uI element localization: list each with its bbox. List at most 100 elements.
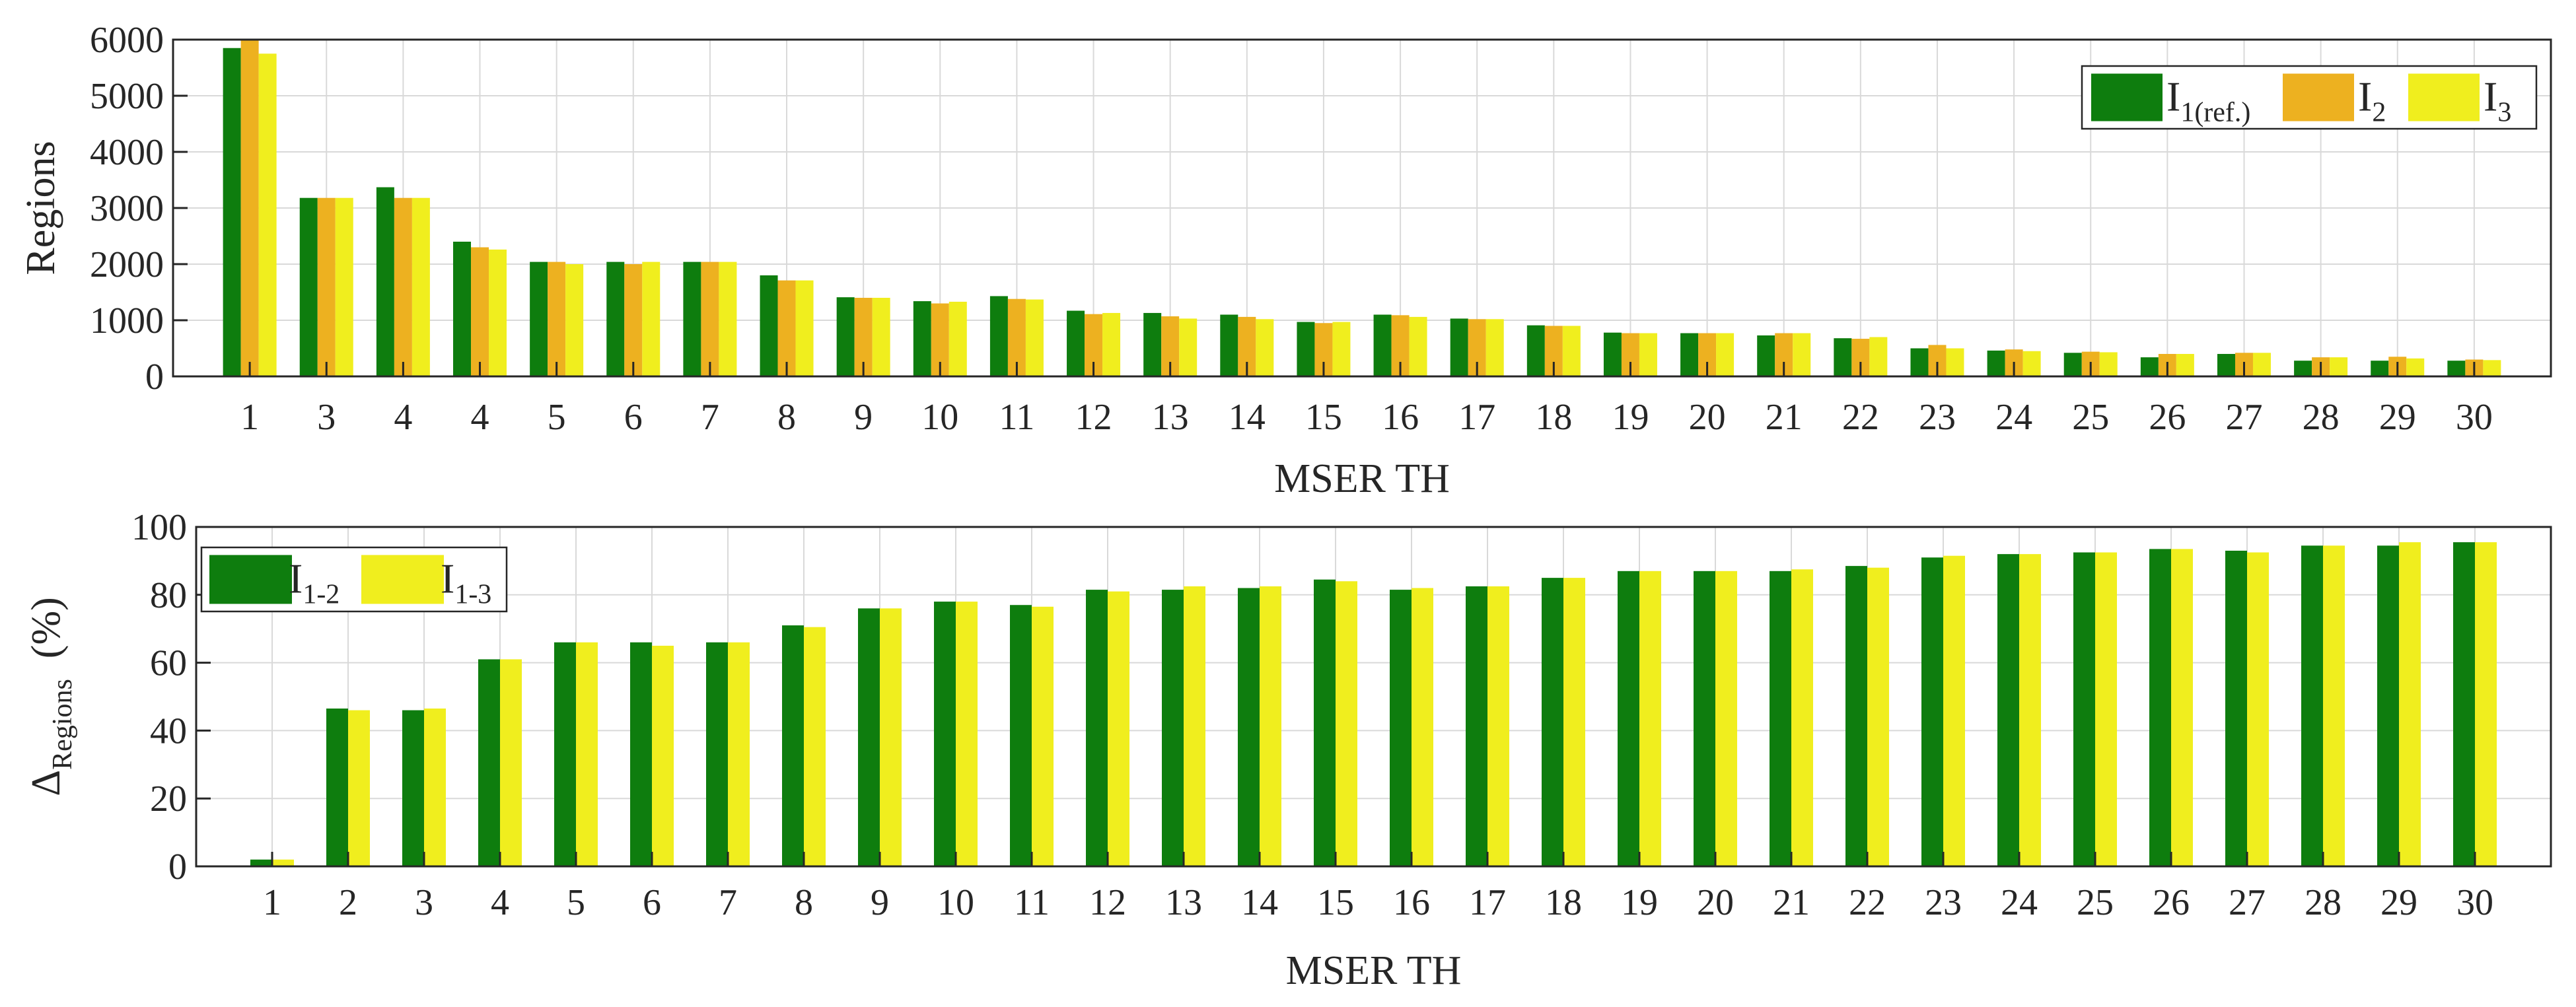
x-tick-label: 15 [1317, 882, 1354, 923]
bar [2149, 549, 2171, 866]
bar [376, 187, 394, 376]
x-tick-label: 24 [1995, 397, 2032, 438]
x-tick-label: 19 [1612, 397, 1649, 438]
x-tick-label: 27 [2225, 397, 2262, 438]
bar [326, 708, 348, 866]
y-tick-label: 0 [168, 847, 187, 887]
x-tick-label: 2 [339, 882, 357, 923]
x-tick-label: 12 [1089, 882, 1126, 923]
bar [2447, 361, 2466, 376]
x-axis-title: MSER TH [1274, 456, 1450, 501]
x-tick-label: 18 [1545, 882, 1582, 923]
bar [1220, 314, 1238, 376]
bar [1086, 590, 1108, 866]
bar [1997, 554, 2019, 866]
bar [1409, 316, 1427, 376]
y-tick-label: 60 [150, 643, 187, 684]
bar [576, 642, 598, 866]
bar [1256, 319, 1274, 376]
bar [1770, 571, 1791, 866]
bar [2294, 361, 2312, 376]
x-tick-label: 19 [1621, 882, 1658, 923]
bar [1373, 314, 1392, 376]
bar [2301, 545, 2323, 866]
bar [1143, 312, 1162, 376]
bar [240, 40, 259, 376]
bar [478, 659, 500, 866]
bar [2073, 552, 2095, 866]
bar [1332, 322, 1351, 376]
y-axis-title: ΔRegions (%) [24, 597, 78, 796]
y-tick-label: 4000 [90, 132, 164, 173]
x-tick-label: 6 [643, 882, 661, 923]
bar [2453, 542, 2475, 866]
bar [489, 249, 507, 376]
bar [1032, 606, 1054, 866]
bar [1485, 319, 1504, 376]
x-tick-label: 22 [1849, 882, 1886, 923]
x-tick-label: 20 [1697, 882, 1734, 923]
bar [1297, 322, 1315, 376]
bar [424, 708, 446, 866]
bar [1412, 588, 1433, 866]
bar [913, 301, 931, 376]
bar [652, 645, 674, 866]
bar [630, 642, 652, 866]
bar [2247, 552, 2269, 866]
bar [706, 642, 728, 866]
bar [1314, 579, 1336, 866]
bar [2019, 554, 2041, 866]
x-tick-label: 5 [567, 882, 585, 923]
bar [2095, 552, 2117, 866]
bar [683, 261, 701, 376]
bar [1603, 332, 1622, 376]
legend-label: I1-3 [441, 555, 491, 610]
bar [1067, 310, 1085, 376]
x-tick-label: 30 [2456, 882, 2493, 923]
bar [2377, 545, 2399, 866]
bar [565, 264, 584, 376]
bar [335, 197, 353, 376]
bar [728, 642, 750, 866]
x-tick-label: 7 [701, 397, 719, 438]
bar [2217, 354, 2235, 376]
bar [2176, 354, 2194, 376]
x-tick-label: 12 [1075, 397, 1112, 438]
bar [2371, 361, 2389, 376]
x-tick-label: 4 [491, 882, 509, 923]
bar [1466, 586, 1487, 866]
bar [701, 261, 719, 376]
x-tick-label: 14 [1241, 882, 1278, 923]
bar [1450, 318, 1468, 376]
legend-swatch [2408, 73, 2480, 122]
series-1 [223, 48, 2466, 376]
x-tick-label: 13 [1152, 397, 1189, 438]
bar [948, 301, 967, 376]
bar [989, 296, 1008, 376]
x-tick-label: 10 [921, 397, 958, 438]
bar [795, 280, 814, 376]
legend-swatch [2091, 73, 2163, 122]
bar [1639, 571, 1661, 866]
x-tick-label: 22 [1842, 397, 1879, 438]
bar [1921, 557, 1943, 866]
bar [934, 602, 956, 866]
bar [348, 710, 370, 866]
bar [2171, 549, 2193, 866]
bar [1390, 590, 1412, 866]
bar [642, 261, 661, 376]
bar [1694, 571, 1715, 866]
bar [880, 608, 902, 866]
bar [530, 261, 548, 376]
legend-swatch [209, 555, 292, 604]
axes-box [195, 526, 2552, 868]
x-tick-label: 25 [2072, 397, 2109, 438]
y-tick-label: 100 [131, 507, 187, 548]
x-tick-label: 23 [1925, 882, 1962, 923]
legend-swatch [361, 555, 444, 604]
bar [1834, 338, 1852, 376]
series-2 [240, 40, 2484, 376]
bar [1910, 348, 1929, 376]
